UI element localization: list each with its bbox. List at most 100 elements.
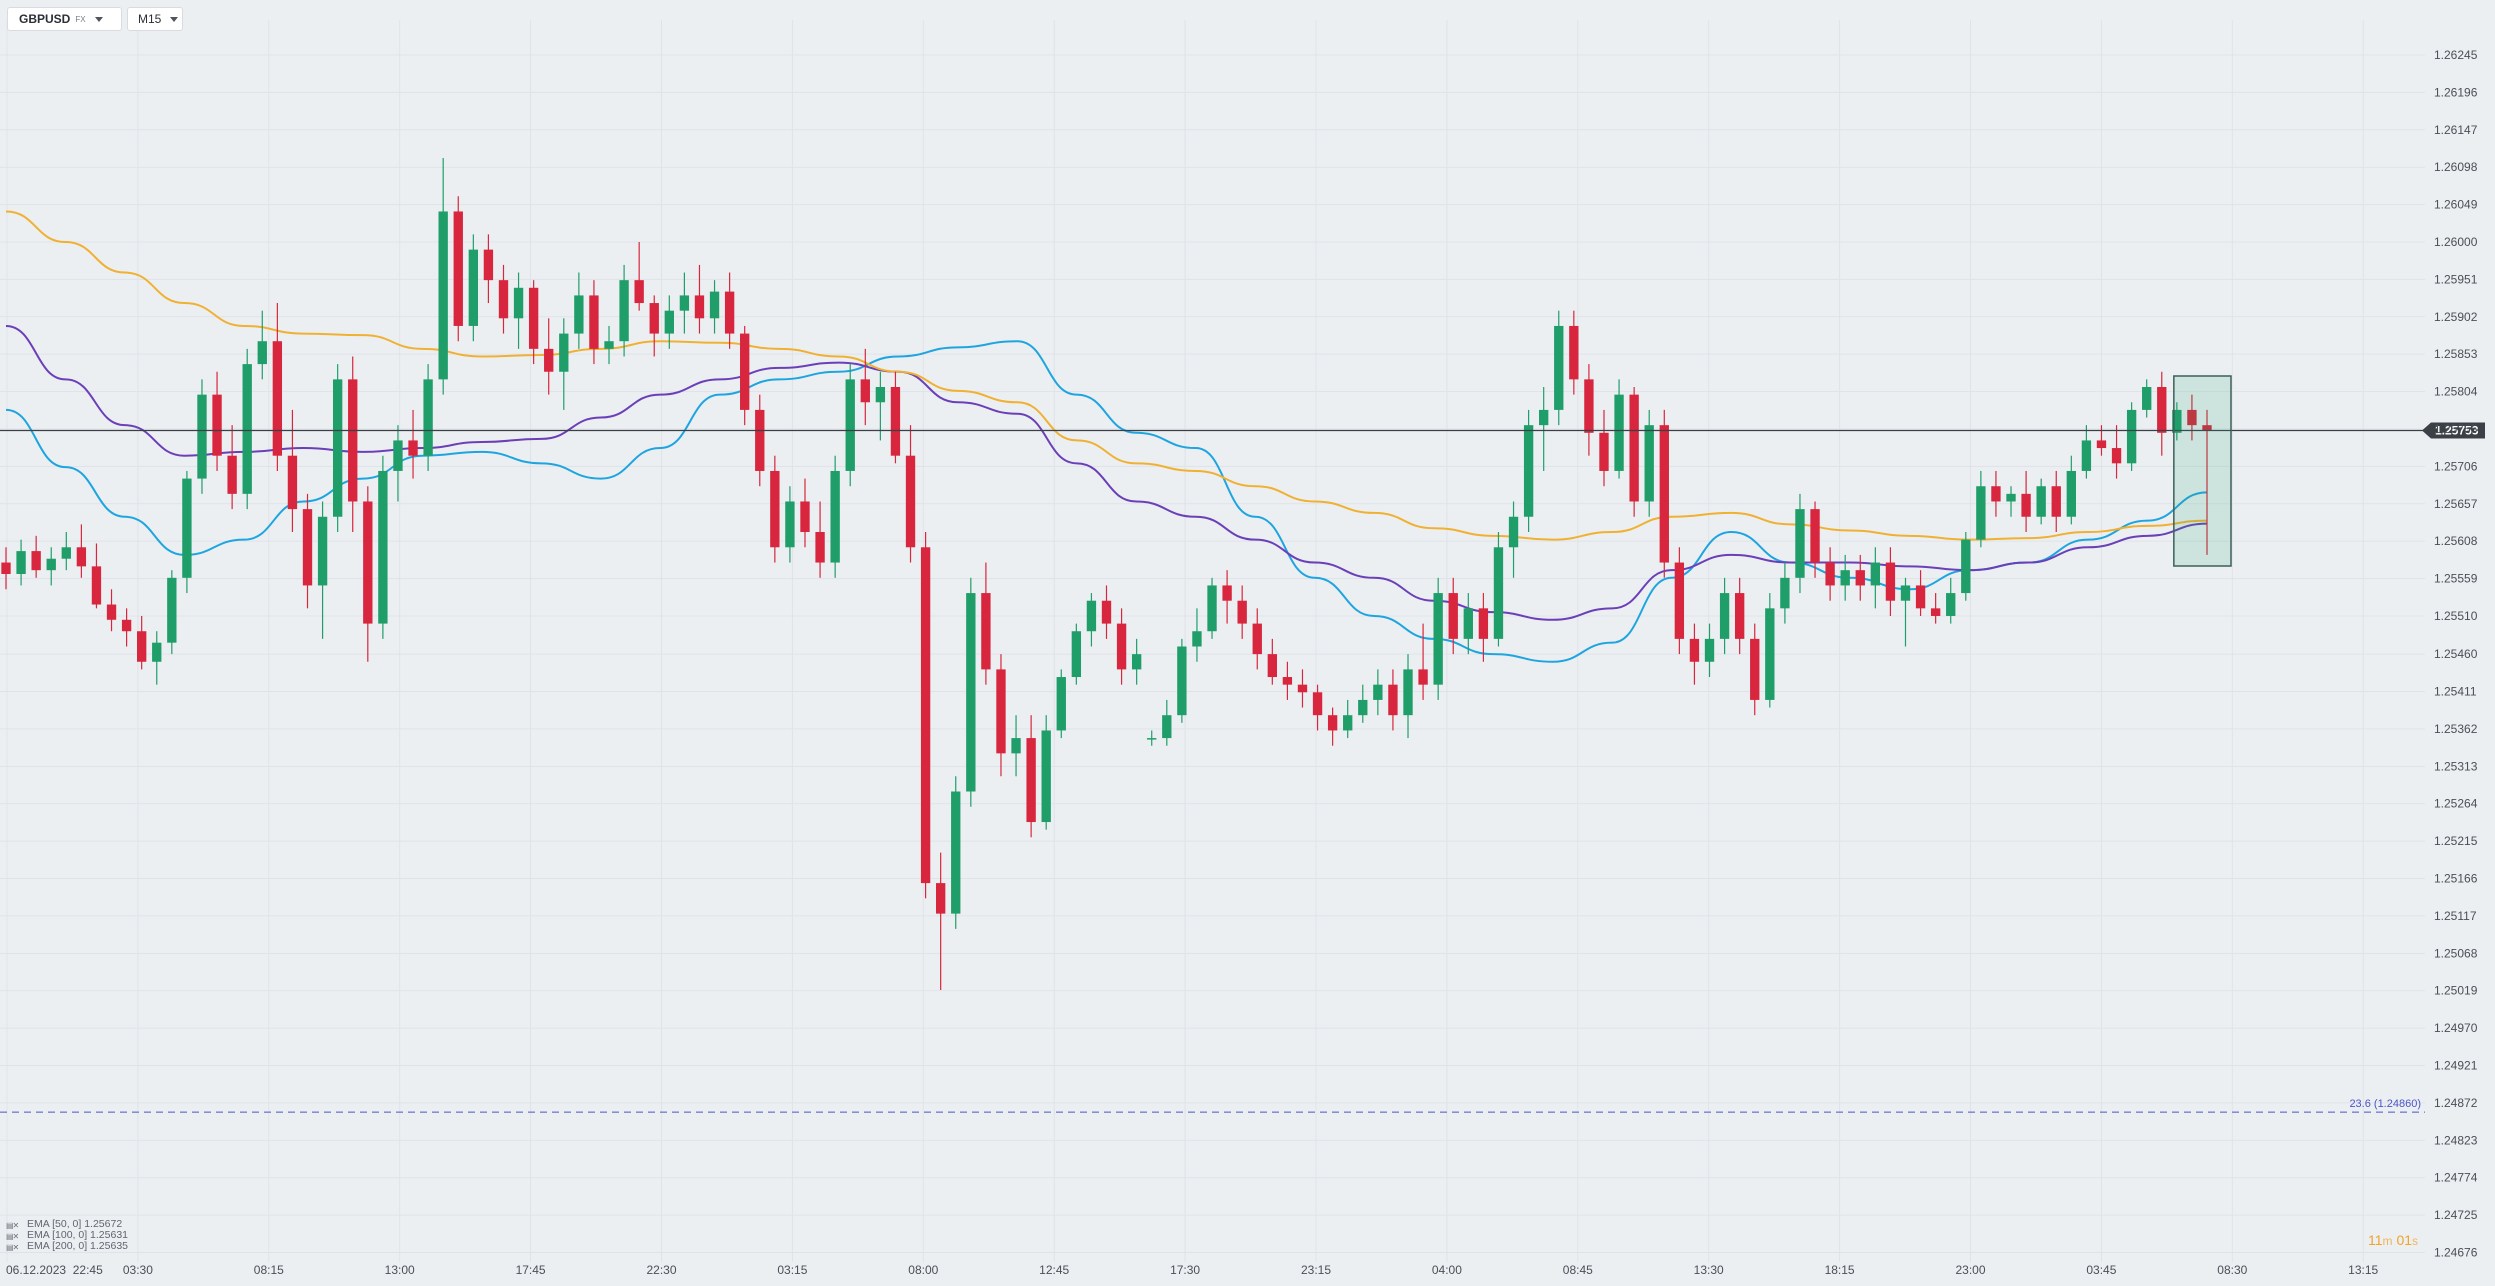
candle [1147,730,1157,746]
candle [1554,310,1564,426]
candle [2036,478,2046,525]
candle [559,318,569,410]
candle-body [363,501,373,624]
candle [438,158,448,395]
candle [2006,486,2016,517]
candle-body [1704,638,1715,662]
candle [1086,593,1097,647]
y-tick-label: 1.24774 [2434,1171,2478,1185]
candle [619,264,629,357]
candle [981,562,991,685]
price-axis[interactable]: 1.26245 1.26196 1.26147 1.26098 1.26049 1.260… [2434,48,2478,1260]
candle-body [2021,493,2031,517]
candle [106,589,117,632]
candle [800,478,810,548]
candle-body [348,379,358,502]
x-tick-label: 18:15 [1825,1263,1855,1277]
candle-body [227,455,237,494]
candle [1765,593,1775,708]
candle-body [242,364,252,494]
timeframe-selector[interactable]: M15 [128,8,182,30]
legend-item-ema100[interactable]: ▤✕ EMA [100, 0] 1.25631 [6,1229,128,1242]
candle-body [709,291,720,319]
current-price-line: 1.25753 [0,422,2485,439]
candle-body [694,295,705,319]
legend-item-ema50[interactable]: ▤✕ EMA [50, 0] 1.25672 [6,1219,128,1231]
candle [1780,562,1790,624]
candle-body [1358,699,1368,716]
candle [1614,379,1624,479]
candle-body [1870,562,1881,586]
candle [679,272,690,334]
candle-body [287,455,298,510]
candle [860,348,870,426]
legend-label: EMA [200, 0] [27,1240,88,1252]
candle [1297,669,1308,708]
candle [951,776,961,929]
candle [649,295,659,357]
candle [1885,547,1896,616]
candle [1855,554,1865,601]
legend-label: EMA [100, 0] [27,1229,88,1241]
candle [1207,577,1217,639]
indicator-settings-icon[interactable]: ▤✕ [6,1243,19,1252]
candle [890,371,901,464]
candle-body [1719,593,1730,639]
time-axis[interactable]: 06.12.2023 22:45 03:30 08:15 13:00 17:45 22:3… [6,1263,2379,1277]
candle-body [1523,425,1534,517]
candle-body [649,303,659,334]
candle [1674,547,1685,655]
candle [468,234,479,342]
candle-body [724,291,735,334]
candle-body [604,341,614,349]
candle-body [453,211,463,326]
candle [1539,387,1549,471]
candle-body [935,883,946,914]
candle [363,486,373,662]
y-tick-label: 1.26000 [2434,235,2478,249]
candle-body [1644,425,1654,502]
candle-countdown: 11m 01s [2368,1232,2418,1248]
x-tick-label: 08:45 [1563,1263,1593,1277]
countdown-minutes-unit: m [2382,1234,2393,1248]
candle-body [468,249,479,326]
candle-body [1659,425,1669,563]
candle-body [1101,600,1112,624]
candle-body [1734,593,1745,639]
ema-line [5,340,2208,663]
countdown-minutes: 11 [2368,1232,2383,1248]
candle-body [302,509,313,586]
candle-body [1,562,11,574]
candle-body [1930,608,1941,616]
candle [544,318,554,395]
legend-item-ema200[interactable]: ▤✕ EMA [200, 0] 1.25635 [6,1240,128,1253]
candle [1478,593,1489,662]
x-tick-label: 13:30 [1694,1263,1724,1277]
candle [815,501,825,578]
x-tick-label: 04:00 [1432,1263,1462,1277]
candle [2157,371,2167,456]
indicator-settings-icon[interactable]: ▤✕ [6,1221,19,1230]
candle-body [1493,547,1504,639]
countdown-seconds: 01 [2396,1232,2413,1248]
indicator-settings-icon[interactable]: ▤✕ [6,1232,19,1241]
candle-body [1689,638,1700,662]
last-candle-highlight-box[interactable] [2173,375,2232,567]
candle [1433,577,1443,700]
candle [1734,577,1745,655]
x-tick-label: 17:30 [1170,1263,1200,1277]
x-tick-label: 06.12.2023 22:45 [6,1263,103,1277]
candle-body [574,295,584,334]
selection-box[interactable] [2173,375,2232,567]
candle-body [1614,394,1624,471]
candle-body [1674,562,1685,639]
candle-body [1131,654,1142,670]
candle [966,577,976,807]
candle-body [905,455,916,548]
candle-body [1780,577,1790,609]
candle [905,425,916,563]
candle-body [589,295,599,349]
symbol-selector[interactable]: GBPUSD FX [8,8,121,30]
candle-body [1915,585,1926,609]
